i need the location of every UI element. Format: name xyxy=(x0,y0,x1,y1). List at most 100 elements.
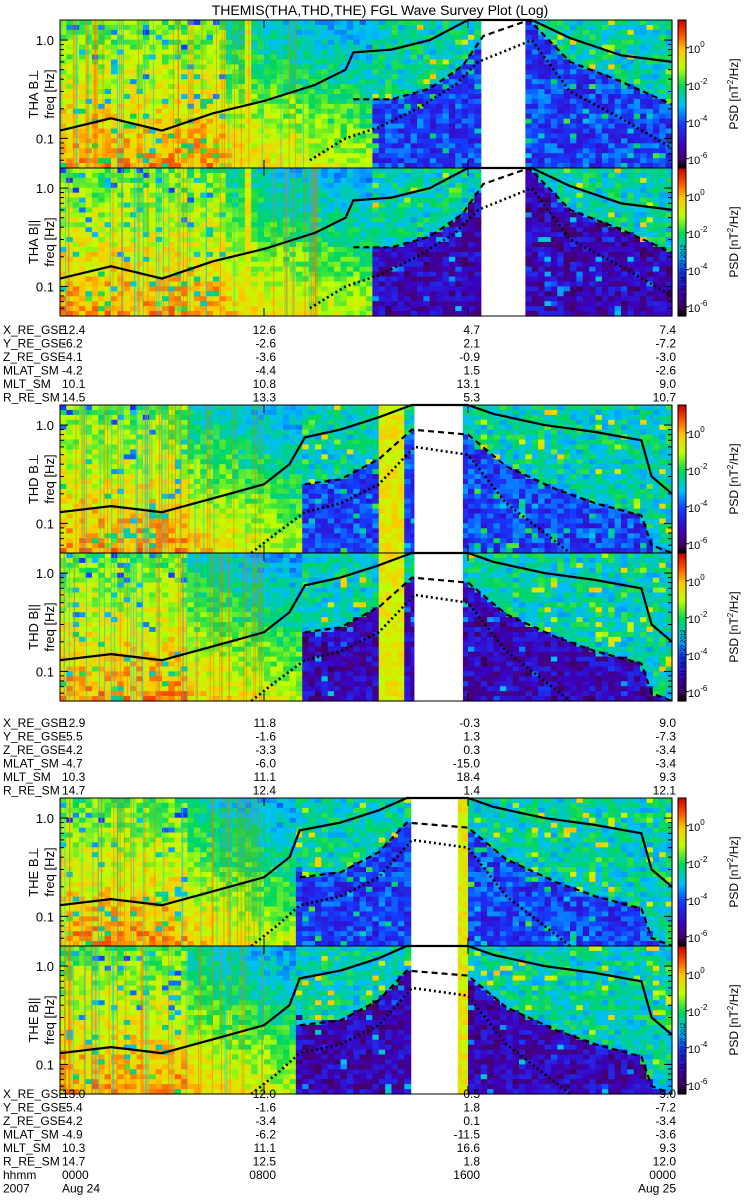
spectrogram-cell xyxy=(105,109,112,115)
spectrogram-cell xyxy=(130,262,137,268)
spectrogram-cell xyxy=(436,281,443,287)
spectrogram-cell xyxy=(423,74,430,80)
spectrogram-cell xyxy=(564,25,571,31)
spectrogram-cell xyxy=(98,188,105,194)
spectrogram-cell xyxy=(455,40,462,46)
spectrogram-cell xyxy=(251,306,258,312)
spectrogram-cell xyxy=(449,262,456,268)
spectrogram-cell xyxy=(105,64,112,70)
spectrogram-cell xyxy=(474,281,481,287)
spectrogram-cell xyxy=(468,148,475,154)
spectrogram-cell xyxy=(315,119,322,125)
spectrogram-cell xyxy=(296,138,303,144)
spectrogram-cell xyxy=(659,84,666,90)
spectrogram-cell xyxy=(449,212,456,218)
spectrogram-cell xyxy=(181,79,188,85)
spectrogram-cell xyxy=(73,296,80,302)
spectrogram-cell xyxy=(423,267,430,273)
spectrogram-cell xyxy=(570,84,577,90)
spectrogram-cell xyxy=(315,35,322,41)
spectrogram-cell xyxy=(564,158,571,164)
spectrogram-cell xyxy=(334,25,341,31)
spectrogram-cell xyxy=(73,281,80,287)
spectrogram-cell xyxy=(315,30,322,36)
spectrogram-cell xyxy=(111,20,118,26)
spectrogram-cell xyxy=(468,291,475,297)
spectrogram-cell xyxy=(525,35,532,41)
spectrogram-cell xyxy=(143,277,150,283)
spectrogram-cell xyxy=(398,59,405,65)
spectrogram-cell xyxy=(640,94,647,100)
spectrogram-cell xyxy=(130,217,137,223)
spectrogram-cell xyxy=(366,252,373,258)
spectrogram-cell xyxy=(239,296,246,302)
spectrogram-cell xyxy=(86,286,93,292)
spectrogram-cell xyxy=(149,148,156,154)
spectrogram-cell xyxy=(117,183,124,189)
spectrogram-cell xyxy=(334,99,341,105)
spectrogram-cell xyxy=(149,247,156,253)
spectrogram-cell xyxy=(92,173,99,179)
spectrogram-cell xyxy=(372,193,379,199)
spectrogram-cell xyxy=(251,148,258,154)
spectrogram-cell xyxy=(309,143,316,149)
spectrogram-cell xyxy=(602,55,609,61)
spectrogram-cell xyxy=(328,173,335,179)
spectrogram-cell xyxy=(347,252,354,258)
spectrogram-cell xyxy=(360,84,367,90)
spectrogram-cell xyxy=(149,198,156,204)
spectrogram-cell xyxy=(124,178,131,184)
spectrogram-cell xyxy=(111,104,118,110)
spectrogram-cell xyxy=(545,124,552,130)
spectrogram-cell xyxy=(436,306,443,312)
spectrogram-cell xyxy=(73,217,80,223)
spectrogram-cell xyxy=(360,148,367,154)
spectrogram-cell xyxy=(111,257,118,263)
spectrogram-cell xyxy=(162,133,169,139)
spectrogram-cell xyxy=(353,143,360,149)
spectrogram-cell xyxy=(455,203,462,209)
spectrogram-cell xyxy=(137,79,144,85)
spectrogram-cell xyxy=(143,109,150,115)
spectrogram-cell xyxy=(545,158,552,164)
spectrogram-cell xyxy=(181,25,188,31)
spectrogram-cell xyxy=(615,20,622,26)
spectrogram-cell xyxy=(538,212,545,218)
spectrogram-cell xyxy=(86,183,93,189)
spectrogram-cell xyxy=(392,173,399,179)
spectrogram-cell xyxy=(309,25,316,31)
spectrogram-cell xyxy=(455,252,462,258)
spectrogram-cell xyxy=(532,207,539,213)
spectrogram-cell xyxy=(328,45,335,51)
spectrogram-cell xyxy=(372,286,379,292)
spectrogram-cell xyxy=(621,129,628,135)
spectrogram-cell xyxy=(557,277,564,283)
spectrogram-cell xyxy=(436,301,443,307)
spectrogram-cell xyxy=(79,45,86,51)
spectrogram-cell xyxy=(296,262,303,268)
spectrogram-cell xyxy=(347,129,354,135)
spectrogram-cell xyxy=(436,212,443,218)
spectrogram-cell xyxy=(258,45,265,51)
spectrogram-cell xyxy=(219,89,226,95)
spectrogram-cell xyxy=(207,119,214,125)
spectrogram-cell xyxy=(105,153,112,159)
spectrogram-cell xyxy=(347,291,354,297)
spectrogram-cell xyxy=(73,183,80,189)
spectrogram-cell xyxy=(474,301,481,307)
spectrogram-cell xyxy=(188,242,195,248)
spectrogram-cell xyxy=(328,262,335,268)
spectrogram-cell xyxy=(321,203,328,209)
spectrogram-cell xyxy=(385,74,392,80)
spectrogram-cell xyxy=(130,114,137,120)
spectrogram-cell xyxy=(545,74,552,80)
spectrogram-cell xyxy=(474,35,481,41)
spectrogram-cell xyxy=(207,306,214,312)
spectrogram-cell xyxy=(423,198,430,204)
spectrogram-cell xyxy=(79,267,86,273)
spectrogram-cell xyxy=(404,281,411,287)
spectrogram-cell xyxy=(385,281,392,287)
spectrogram-cell xyxy=(194,104,201,110)
spectrogram-cell xyxy=(124,291,131,297)
spectrogram-cell xyxy=(232,40,239,46)
